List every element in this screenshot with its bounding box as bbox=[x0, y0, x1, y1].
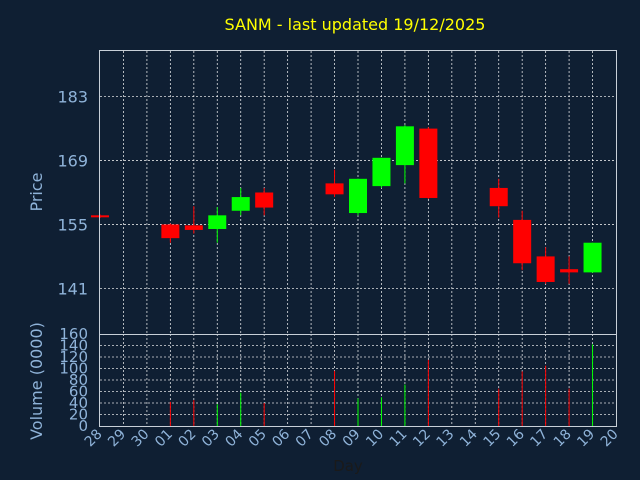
candle-body bbox=[349, 178, 367, 214]
candle-body bbox=[184, 225, 203, 230]
price-tick-label: 141 bbox=[57, 279, 88, 298]
price-tick-label: 155 bbox=[57, 215, 88, 234]
volume-tick-label: 120 bbox=[59, 348, 88, 366]
price-tick-label: 169 bbox=[57, 152, 88, 171]
price-axis-label: Price bbox=[27, 172, 46, 211]
volume-tick-label: 60 bbox=[69, 383, 88, 401]
candle-body bbox=[583, 242, 602, 273]
candle-body bbox=[419, 128, 438, 198]
candle-body bbox=[161, 224, 180, 239]
candle-body bbox=[560, 269, 579, 273]
volume-axis-label: Volume (0000) bbox=[27, 322, 46, 440]
candle-body bbox=[208, 215, 227, 230]
candle-body bbox=[395, 126, 414, 166]
candle-body bbox=[536, 256, 555, 282]
volume-tick-label: 0 bbox=[78, 417, 88, 435]
volume-tick-label: 80 bbox=[69, 371, 88, 389]
candle-layer bbox=[91, 124, 602, 284]
volume-panel-frame bbox=[99, 334, 617, 427]
candle-body bbox=[372, 157, 391, 187]
volume-layer bbox=[169, 344, 594, 426]
volume-tick-label: 160 bbox=[59, 325, 88, 343]
volume-tick-label: 100 bbox=[59, 360, 88, 378]
price-tick-label: 183 bbox=[57, 88, 88, 107]
volume-tick-label: 140 bbox=[59, 337, 88, 355]
candle-body bbox=[489, 187, 508, 207]
candle-body bbox=[255, 192, 274, 208]
volume-tick-label: 40 bbox=[69, 394, 88, 412]
chart-title: SANM - last updated 19/12/2025 bbox=[225, 15, 486, 34]
candle-body bbox=[231, 197, 250, 211]
volume-tick-label: 20 bbox=[69, 406, 88, 424]
x-axis-label: Day bbox=[333, 457, 363, 475]
candle-body bbox=[325, 183, 344, 195]
candle-body bbox=[513, 219, 532, 264]
